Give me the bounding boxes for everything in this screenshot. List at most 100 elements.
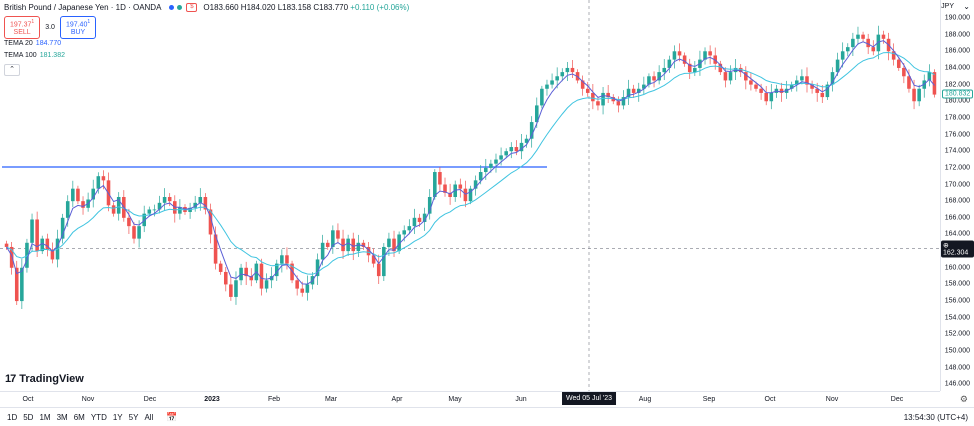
settings-gear-icon[interactable]: ⚙	[959, 394, 968, 404]
indicator-label: TEMA 20	[4, 40, 33, 47]
candle-body	[137, 226, 141, 239]
candle-body	[412, 217, 417, 227]
price-tick-label: 180.000	[944, 97, 970, 105]
open-value: O183.660	[203, 3, 239, 12]
candle-body	[866, 38, 870, 48]
candle-body	[800, 76, 804, 81]
candle-body	[795, 80, 799, 85]
range-button-ytd[interactable]: YTD	[90, 412, 107, 422]
indicator-tema-20[interactable]: TEMA 20 184.770	[4, 40, 61, 47]
candle-body	[371, 255, 376, 264]
logo-text: TradingView	[19, 373, 84, 385]
candle-body	[382, 246, 386, 277]
candle-body	[591, 92, 595, 102]
candle-body	[891, 51, 896, 60]
chevron-down-icon[interactable]: ⌄	[963, 2, 970, 11]
candle-body	[167, 197, 172, 202]
candle-body	[101, 176, 106, 181]
candle-body	[560, 72, 565, 77]
candle-body	[580, 80, 585, 89]
candle-body	[259, 263, 264, 289]
candle-body	[223, 271, 228, 285]
candle-body	[534, 105, 539, 123]
candle-body	[636, 88, 641, 93]
candle-body	[300, 288, 305, 293]
candle-body	[917, 88, 921, 102]
currency-label[interactable]: JPY	[941, 3, 954, 10]
range-button-1m[interactable]: 1M	[39, 412, 51, 422]
range-button-all[interactable]: All	[144, 412, 154, 422]
candle-body	[820, 92, 825, 98]
candle-body	[902, 67, 906, 77]
candle-body	[331, 230, 335, 247]
time-tick-label: May	[448, 396, 462, 403]
time-axis[interactable]: ⚙ Oct Nov Dec 2023 Feb Mar Apr May Jun Aug Sep Oct N…	[0, 391, 968, 407]
candle-body	[325, 242, 330, 247]
candle-body	[478, 172, 483, 181]
candle-body	[453, 184, 457, 198]
price-tick-label: 168.000	[944, 197, 970, 205]
candle-body	[601, 92, 605, 106]
time-tick-label: 2023	[204, 396, 220, 403]
symbol-title[interactable]: British Pound / Japanese Yen · 1D · OAND…	[4, 3, 162, 12]
candle-body	[621, 97, 626, 106]
indicator-tema-100[interactable]: TEMA 100 181.382	[4, 52, 65, 59]
candle-body	[631, 88, 636, 93]
range-button-1y[interactable]: 1Y	[112, 412, 123, 422]
sell-button[interactable]: 197.371 SELL	[4, 16, 41, 40]
candle-body	[703, 51, 707, 60]
candle-body	[152, 209, 157, 211]
candle-body	[274, 263, 279, 277]
candle-body	[397, 234, 401, 252]
range-button-5d[interactable]: 5D	[23, 412, 34, 422]
time-tick-label: Apr	[391, 396, 403, 403]
candle-body	[606, 92, 610, 98]
candle-body	[759, 88, 763, 93]
candle-body	[387, 238, 391, 247]
indicator-value: 184.770	[35, 40, 62, 47]
candle-body	[356, 242, 361, 252]
candle-body	[111, 205, 116, 214]
candle-body	[835, 59, 840, 73]
candle-body	[198, 197, 203, 203]
tradingview-logo[interactable]: 17 TradingView	[5, 373, 84, 385]
collapse-indicators-button[interactable]: ⌃	[4, 64, 20, 76]
candle-body	[647, 76, 651, 85]
clock[interactable]: 13:54:30 (UTC+4)	[903, 413, 968, 422]
buy-button[interactable]: 197.401 BUY	[59, 16, 97, 40]
ohlc-values: O183.660 H184.020 L183.158 C183.770 +0.1…	[203, 3, 409, 12]
candle-body	[912, 88, 916, 102]
candle-body	[524, 138, 529, 143]
candle-body	[728, 72, 733, 81]
range-button-6m[interactable]: 6M	[73, 412, 85, 422]
candle-body	[132, 226, 136, 239]
candle-body	[443, 184, 447, 193]
candle-body	[193, 202, 197, 208]
candle-body	[473, 180, 478, 189]
range-button-5y[interactable]: 5Y	[128, 412, 139, 422]
price-tick-label: 154.000	[944, 314, 970, 322]
candle-body	[764, 92, 768, 102]
price-tick-label: 172.000	[944, 164, 970, 172]
buy-price: 197.40	[65, 21, 88, 29]
candle-body	[687, 63, 692, 73]
candle-body	[433, 172, 437, 198]
range-button-1d[interactable]: 1D	[7, 412, 18, 422]
calendar-icon[interactable]: 📅	[166, 411, 178, 422]
candle-body	[845, 47, 850, 52]
candle-body	[494, 159, 498, 164]
candle-body	[81, 201, 85, 208]
candle-body	[815, 88, 819, 93]
candle-body	[50, 249, 55, 260]
range-button-3m[interactable]: 3M	[56, 412, 68, 422]
price-tick-label: 164.000	[944, 230, 970, 238]
candle-body	[932, 72, 937, 95]
candle-body	[738, 67, 743, 73]
tradingview-mark-icon: 17	[5, 373, 16, 385]
price-axis[interactable]: JPY ⌄ 190.000 188.000 186.000 184.000 182.00…	[940, 0, 974, 391]
price-chart[interactable]	[0, 0, 940, 391]
candle-body	[218, 263, 223, 272]
candle-body	[71, 188, 75, 202]
candle-body	[40, 238, 45, 252]
time-tick-label: Jun	[515, 396, 527, 403]
